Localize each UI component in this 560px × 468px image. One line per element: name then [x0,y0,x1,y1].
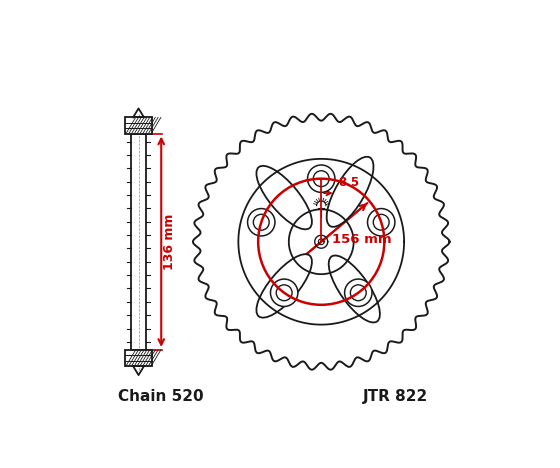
Ellipse shape [326,157,374,227]
Bar [125,117,152,134]
Text: Chain 520: Chain 520 [118,389,204,404]
Circle shape [367,209,395,236]
Circle shape [313,171,329,187]
Text: 136 mm: 136 mm [164,213,176,270]
Ellipse shape [256,166,312,229]
Circle shape [270,279,298,307]
Circle shape [253,214,269,230]
Bar [130,134,147,350]
Text: 8.5: 8.5 [339,176,360,189]
Circle shape [374,214,389,230]
Ellipse shape [329,256,380,322]
Text: 156 mm: 156 mm [332,234,391,247]
Circle shape [307,165,335,192]
Text: JTR 822: JTR 822 [362,389,428,404]
Circle shape [248,209,275,236]
Bar [125,350,152,366]
Circle shape [276,285,292,301]
Circle shape [351,285,366,301]
Circle shape [344,279,372,307]
Ellipse shape [256,254,312,318]
